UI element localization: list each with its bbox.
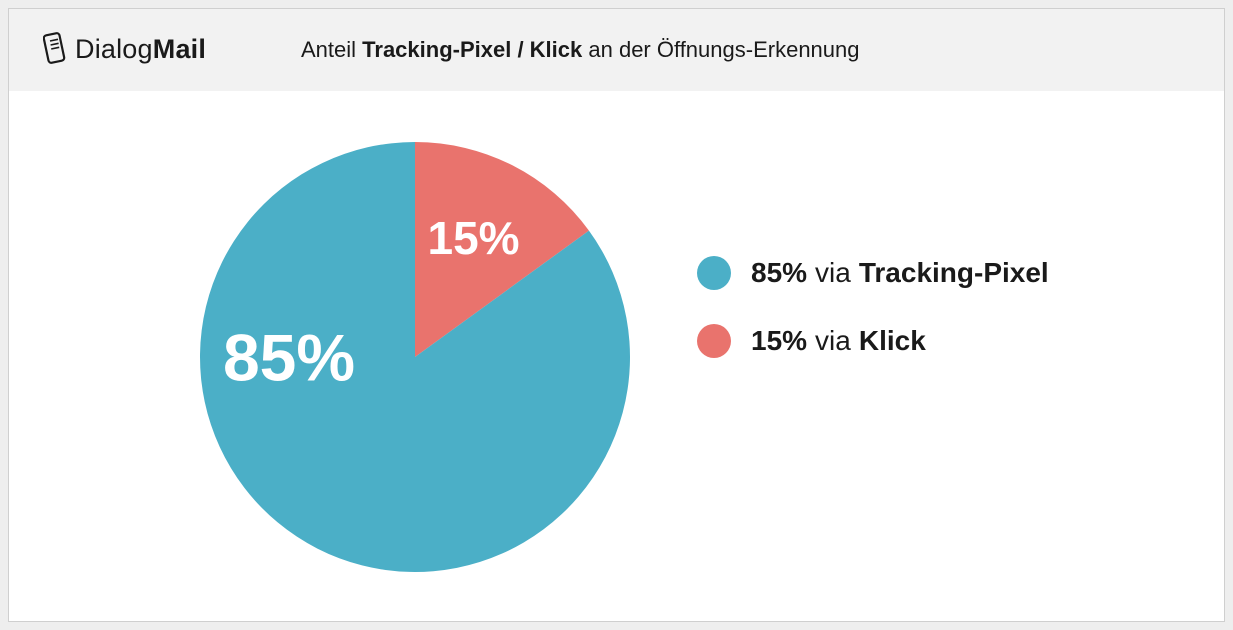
chart-legend: 85% via Tracking-Pixel 15% via Klick [697, 253, 1049, 389]
pie-chart: 15% 85% [199, 142, 630, 572]
pie-label-tracking-pixel: 85% [223, 320, 355, 394]
chart-frame: DialogMail Anteil Tracking-Pixel / Klick… [8, 8, 1225, 622]
brand-logo: DialogMail [43, 31, 206, 67]
title-part-1: Anteil [301, 37, 363, 62]
title-bold: Tracking-Pixel / Klick [362, 37, 583, 62]
legend-item-klick: 15% via Klick [697, 321, 1049, 361]
legend-item-tracking-pixel: 85% via Tracking-Pixel [697, 253, 1049, 293]
phone-mail-icon [43, 32, 66, 64]
chart-title: Anteil Tracking-Pixel / Klick an der Öff… [301, 37, 860, 63]
legend-name: Tracking-Pixel [858, 257, 1049, 288]
legend-swatch-tracking-pixel [697, 256, 731, 290]
legend-via: via [815, 325, 851, 356]
pie-slice-tracking-pixel [199, 142, 630, 572]
pie-label-klick: 15% [428, 212, 520, 264]
pie-slice-klick [415, 142, 589, 357]
legend-swatch-klick [697, 324, 731, 358]
title-part-2: an der Öffnungs-Erkennung [582, 37, 860, 62]
brand-name-light: Dialog [75, 33, 153, 64]
legend-name: Klick [858, 325, 926, 356]
header-bar: DialogMail Anteil Tracking-Pixel / Klick… [9, 9, 1224, 91]
legend-pct: 15% [751, 325, 808, 356]
legend-pct: 85% [751, 257, 808, 288]
brand-name-bold: Mail [152, 33, 207, 64]
legend-via: via [815, 257, 851, 288]
